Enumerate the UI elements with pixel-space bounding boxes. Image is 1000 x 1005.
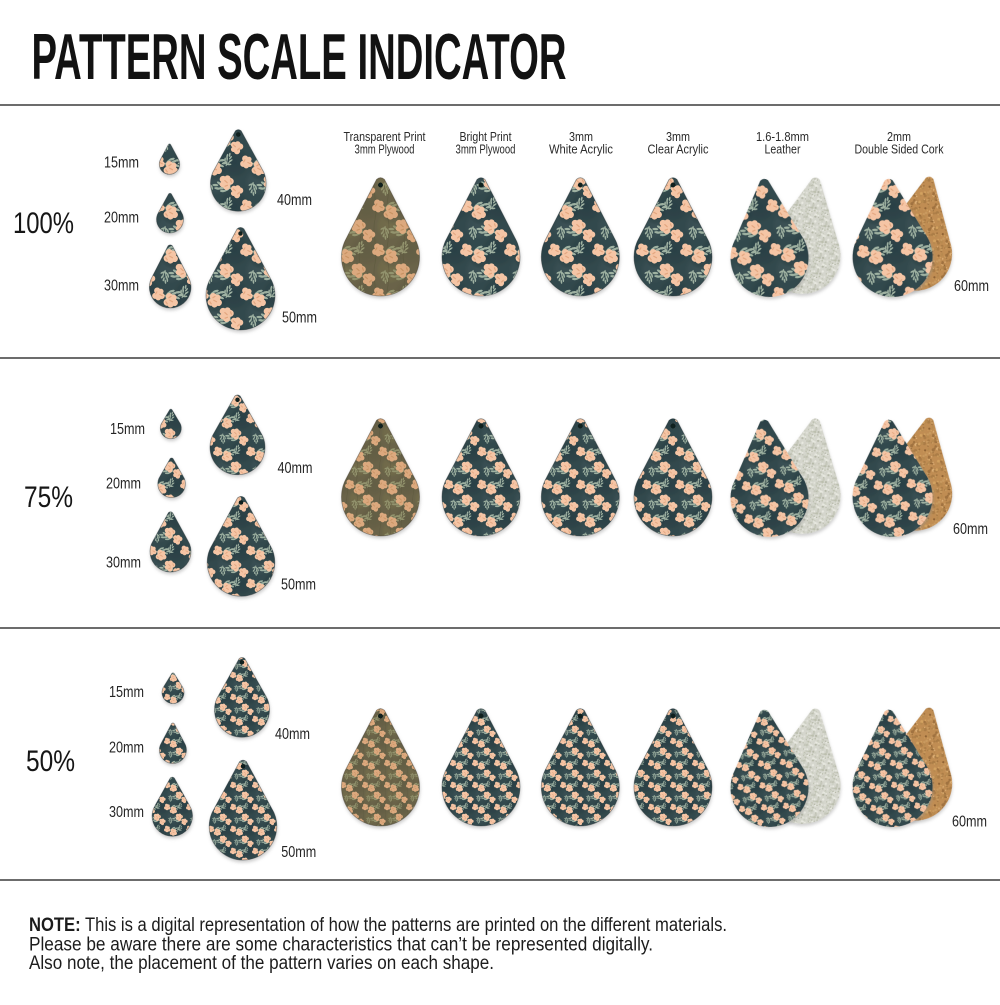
svg-text:50%: 50%	[26, 745, 75, 778]
svg-text:Also note, the placement of th: Also note, the placement of the pattern …	[29, 953, 494, 974]
svg-text:60mm: 60mm	[952, 814, 987, 831]
svg-text:Bright Print: Bright Print	[460, 129, 512, 144]
svg-text:20mm: 20mm	[106, 475, 141, 492]
svg-text:3mm: 3mm	[666, 129, 690, 144]
svg-text:40mm: 40mm	[277, 192, 312, 209]
svg-text:60mm: 60mm	[954, 278, 989, 295]
svg-text:75%: 75%	[24, 481, 73, 514]
svg-text:15mm: 15mm	[109, 684, 144, 701]
svg-text:40mm: 40mm	[275, 726, 310, 743]
svg-text:15mm: 15mm	[110, 421, 145, 438]
svg-text:Double Sided Cork: Double Sided Cork	[855, 142, 944, 157]
svg-text:20mm: 20mm	[104, 210, 139, 227]
svg-text:60mm: 60mm	[953, 521, 988, 538]
svg-text:Clear Acrylic: Clear Acrylic	[648, 142, 709, 157]
svg-text:20mm: 20mm	[109, 740, 144, 757]
svg-text:NOTE: This is a digital repres: NOTE: This is a digital representation o…	[29, 915, 727, 936]
svg-text:30mm: 30mm	[104, 278, 139, 295]
svg-text:30mm: 30mm	[109, 804, 144, 821]
svg-text:Transparent Print: Transparent Print	[344, 129, 426, 144]
svg-text:50mm: 50mm	[282, 310, 317, 327]
svg-text:3mm Plywood: 3mm Plywood	[355, 142, 415, 157]
svg-text:Please be aware there are some: Please be aware there are some character…	[29, 934, 653, 955]
svg-text:50mm: 50mm	[281, 577, 316, 594]
svg-text:50mm: 50mm	[281, 844, 316, 861]
svg-text:3mm Plywood: 3mm Plywood	[456, 142, 516, 157]
svg-text:30mm: 30mm	[106, 554, 141, 571]
svg-text:3mm: 3mm	[569, 129, 593, 144]
svg-text:White Acrylic: White Acrylic	[549, 142, 613, 157]
svg-text:40mm: 40mm	[278, 460, 313, 477]
svg-text:2mm: 2mm	[887, 129, 911, 144]
svg-text:1.6-1.8mm: 1.6-1.8mm	[756, 129, 809, 144]
svg-text:15mm: 15mm	[104, 155, 139, 172]
svg-text:Leather: Leather	[765, 142, 802, 157]
svg-text:PATTERN SCALE INDICATOR: PATTERN SCALE INDICATOR	[32, 20, 567, 93]
svg-text:100%: 100%	[13, 207, 74, 240]
